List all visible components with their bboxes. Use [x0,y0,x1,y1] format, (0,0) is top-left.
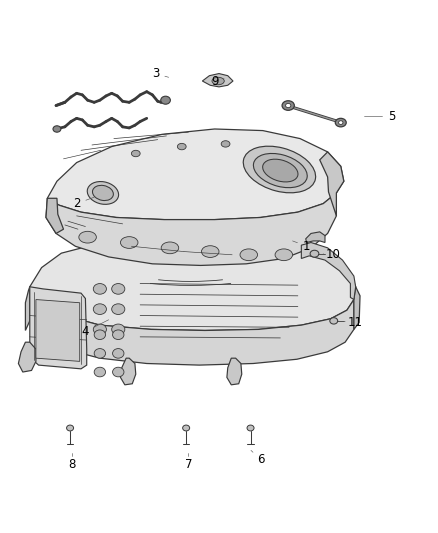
Ellipse shape [339,120,343,124]
Polygon shape [47,129,344,220]
Ellipse shape [240,249,258,261]
Ellipse shape [161,96,170,104]
Ellipse shape [67,425,74,431]
Ellipse shape [247,425,254,431]
Polygon shape [30,287,354,365]
Polygon shape [46,193,336,265]
Text: 1: 1 [303,240,311,253]
Polygon shape [320,152,344,216]
Ellipse shape [336,118,346,127]
Ellipse shape [113,349,124,358]
Ellipse shape [113,330,124,340]
Text: 2: 2 [73,197,81,210]
Text: 9: 9 [211,75,219,87]
Polygon shape [46,198,64,233]
Ellipse shape [112,324,125,335]
Ellipse shape [87,182,119,204]
Ellipse shape [93,284,106,294]
Polygon shape [30,237,356,330]
Ellipse shape [93,304,106,314]
Ellipse shape [263,159,298,182]
Ellipse shape [94,349,106,358]
Ellipse shape [112,304,125,314]
Text: 4: 4 [81,325,89,338]
Polygon shape [25,287,30,330]
Text: 3: 3 [152,67,159,80]
Ellipse shape [275,249,293,261]
Ellipse shape [330,318,338,324]
Ellipse shape [53,126,61,132]
Ellipse shape [161,242,179,254]
Ellipse shape [112,284,125,294]
Text: 5: 5 [389,110,396,123]
Polygon shape [120,358,136,385]
Ellipse shape [92,185,113,200]
Polygon shape [227,358,242,385]
Text: 8: 8 [69,458,76,471]
Ellipse shape [254,154,307,188]
Text: 10: 10 [325,248,340,261]
Ellipse shape [286,103,291,108]
Polygon shape [36,300,80,361]
Ellipse shape [310,250,319,257]
Polygon shape [301,243,356,300]
Ellipse shape [282,101,294,110]
Ellipse shape [221,141,230,147]
Ellipse shape [94,367,106,377]
Text: 11: 11 [347,316,362,329]
Ellipse shape [212,77,224,85]
Ellipse shape [201,246,219,257]
Ellipse shape [113,367,124,377]
Ellipse shape [243,146,316,193]
Ellipse shape [183,425,190,431]
Ellipse shape [79,231,96,243]
Ellipse shape [94,330,106,340]
Ellipse shape [177,143,186,150]
Ellipse shape [93,324,106,335]
Polygon shape [202,74,233,87]
Ellipse shape [131,150,140,157]
Ellipse shape [120,237,138,248]
Polygon shape [354,287,360,329]
Polygon shape [306,232,325,243]
Polygon shape [30,287,87,369]
Polygon shape [18,342,36,372]
Text: 7: 7 [184,458,192,471]
Text: 6: 6 [257,453,265,466]
